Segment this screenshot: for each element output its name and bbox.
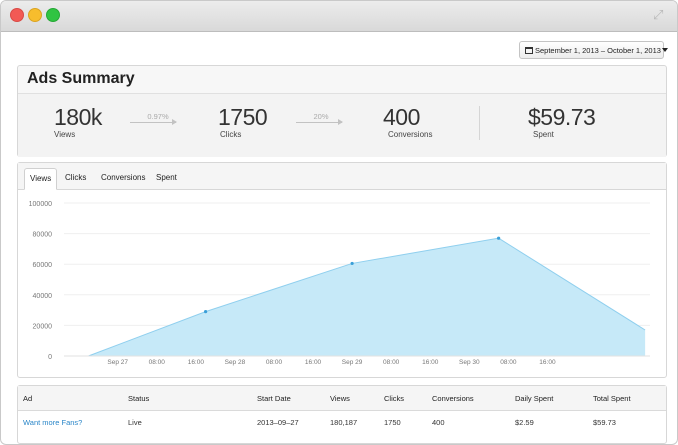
conversion-rate: 20% (313, 112, 329, 121)
ads-table: Ad Status Start Date Views Clicks Conversions… (17, 385, 667, 444)
header-total-spent[interactable]: Total Spent (593, 394, 631, 403)
data-point (350, 261, 354, 266)
minimize-window-button[interactable] (28, 8, 42, 22)
cell-status: Live (128, 418, 142, 427)
cell-daily-spent: $2.59 (515, 418, 534, 427)
x-tick-label: Sep 29 (342, 359, 363, 366)
views-value: 180k (54, 104, 102, 130)
views-area (88, 238, 646, 356)
cell-conversions: 400 (432, 418, 445, 427)
y-tick-label: 80000 (33, 232, 53, 239)
conversions-value: 400 (383, 104, 420, 130)
date-range-label: September 1, 2013 – October 1, 2013 (535, 46, 661, 55)
ad-name-link[interactable]: Want more Fans? (23, 418, 83, 427)
ads-summary-panel: Ads Summary 180k Views 0.97% 1750 Clicks… (17, 65, 667, 157)
header-clicks[interactable]: Clicks (384, 394, 404, 403)
tab-spent[interactable]: Spent (156, 173, 177, 182)
table-header (18, 386, 666, 411)
x-tick-label: 08:00 (149, 359, 166, 366)
views-area-chart: 100000 80000 60000 40000 20000 0 Sep 27 08:00 16… (29, 201, 650, 366)
x-tick-label: 16:00 (188, 359, 205, 366)
header-status[interactable]: Status (128, 394, 150, 403)
spent-value: $59.73 (528, 104, 596, 130)
date-range-picker[interactable]: September 1, 2013 – October 1, 2013 (519, 41, 668, 59)
y-tick-label: 40000 (33, 293, 53, 300)
y-tick-label: 60000 (33, 262, 53, 269)
header-daily-spent[interactable]: Daily Spent (515, 394, 554, 403)
stats-divider (479, 106, 480, 140)
x-tick-label: 16:00 (539, 359, 556, 366)
tab-clicks[interactable]: Clicks (65, 173, 87, 182)
x-tick-label: 08:00 (500, 359, 517, 366)
fullscreen-icon[interactable]: ⤢ (653, 7, 664, 22)
metric-tabs: Views Clicks Conversions Spent (18, 163, 666, 190)
chart-panel: Views Clicks Conversions Spent 100000 800… (17, 162, 667, 378)
arrow-right-icon (296, 119, 343, 125)
clicks-label: Clicks (220, 130, 242, 139)
x-tick-label: 08:00 (266, 359, 283, 366)
title-bar: ⤢ (1, 1, 677, 32)
header-conversions[interactable]: Conversions (432, 394, 474, 403)
summary-title: Ads Summary (27, 70, 135, 87)
close-window-button[interactable] (10, 8, 24, 22)
arrow-right-icon (130, 119, 177, 125)
y-tick-label: 100000 (29, 201, 52, 208)
data-point (204, 310, 208, 314)
x-tick-label: Sep 28 (225, 359, 246, 366)
cell-start-date: 2013–09–27 (257, 418, 299, 427)
y-tick-label: 0 (48, 354, 52, 361)
zoom-window-button[interactable] (46, 8, 60, 22)
views-label: Views (54, 130, 76, 139)
conversions-label: Conversions (388, 130, 433, 139)
header-ad[interactable]: Ad (23, 394, 33, 403)
clicks-value: 1750 (218, 104, 268, 130)
x-tick-label: Sep 30 (459, 359, 480, 366)
calendar-icon (525, 47, 533, 54)
header-start-date[interactable]: Start Date (257, 394, 291, 403)
spent-label: Spent (533, 130, 554, 139)
tab-views[interactable]: Views (24, 168, 58, 190)
x-tick-label: Sep 27 (107, 359, 128, 366)
summary-stats: 180k Views 0.97% 1750 Clicks 20% 400 Con… (18, 93, 666, 157)
cell-total-spent: $59.73 (593, 418, 616, 427)
click-rate: 0.97% (147, 112, 169, 121)
x-tick-label: 08:00 (383, 359, 400, 366)
tab-conversions[interactable]: Conversions (101, 173, 146, 182)
x-tick-label: 16:00 (422, 359, 439, 366)
cell-views: 180,187 (330, 418, 358, 427)
cell-clicks: 1750 (384, 418, 401, 427)
x-tick-label: 16:00 (305, 359, 322, 366)
caret-down-icon (661, 48, 668, 52)
header-views[interactable]: Views (330, 394, 350, 403)
y-tick-label: 20000 (33, 323, 53, 330)
data-point (497, 236, 501, 240)
